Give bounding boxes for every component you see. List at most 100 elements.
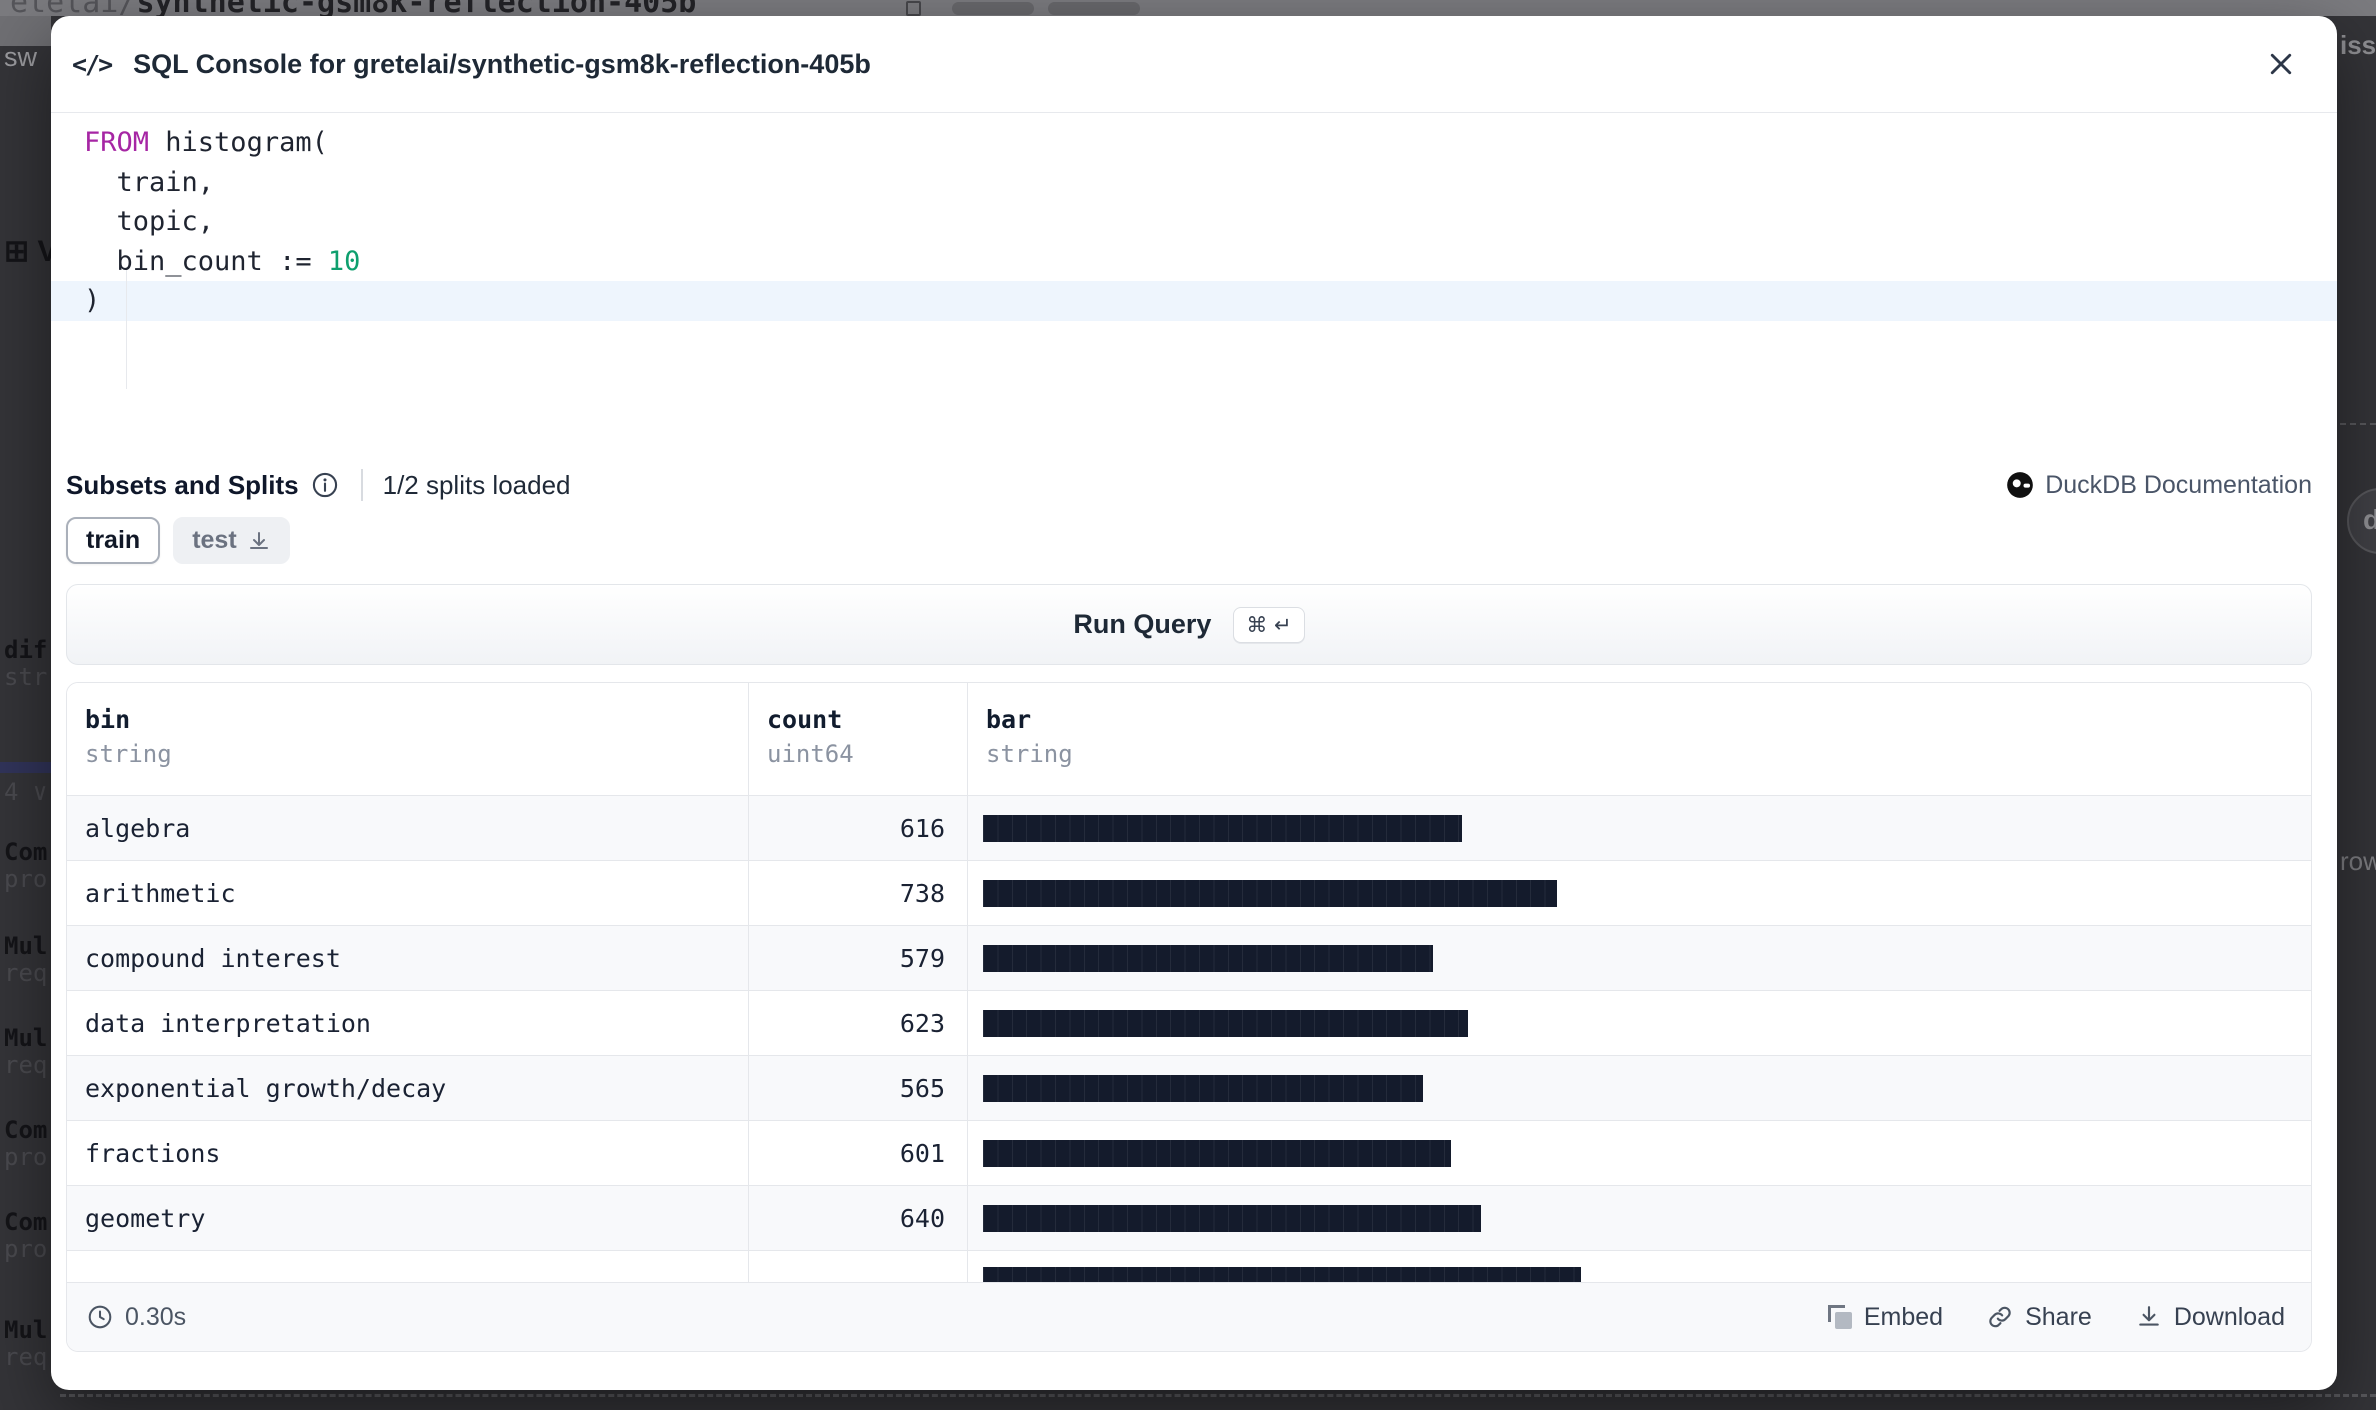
table-row: exponential growth/decay 565 [67,1056,2311,1121]
cell-count: 616 [749,796,968,860]
background-text-fragment: Mul [4,1024,48,1052]
background-text-fragment: Com [4,1116,48,1144]
copy-icon [906,1,921,16]
background-dashed-divider [60,1394,2376,1397]
cell-bin [67,1251,749,1284]
cell-count [749,1251,968,1284]
background-text-fragment: Mul [4,932,48,960]
sql-console-modal: </> SQL Console for gretelai/synthetic-g… [51,16,2337,1390]
background-dashed-divider [2340,423,2376,425]
split-button-test[interactable]: test [173,517,290,564]
info-icon[interactable] [311,471,339,499]
cell-count: 579 [749,926,968,990]
query-duration: 0.30s [87,1303,186,1332]
footer-actions: Embed Share Download [1827,1303,2285,1332]
code-line: FROM histogram( [84,127,328,158]
code-line: train, [84,166,215,198]
share-link-icon [1989,1306,2011,1328]
cell-count: 640 [749,1186,968,1250]
background-dataset-owner: etelai/ [10,0,136,16]
cell-bar [968,926,2311,990]
histogram-bar [983,1009,1468,1037]
results-table[interactable]: bin string count uint64 bar string algeb… [66,682,2312,1352]
cell-bar [968,1121,2311,1185]
background-text-fragment: Mul [4,1316,48,1344]
cell-bar [968,1186,2311,1250]
background-selected-row-sliver [0,762,51,773]
cell-bar [968,1056,2311,1120]
background-text-fragment: dif [4,636,48,664]
histogram-bar [983,1139,1451,1167]
vertical-divider [360,469,363,501]
histogram-bar [983,944,1433,972]
background-text-fragment: row [2340,846,2376,876]
duckdb-logo-icon [2007,472,2034,498]
code-line-active: ) [51,281,2337,321]
cell-count: 565 [749,1056,968,1120]
background-text-fragment: Com [4,1208,48,1236]
column-header-bar: bar string [986,705,1073,768]
download-button[interactable]: Download [2136,1303,2285,1332]
cell-count: 738 [749,861,968,925]
background-text-fragment: req [4,1343,48,1371]
cell-bin: algebra [67,796,749,860]
background-text-fragment: req [4,959,48,987]
run-query-button[interactable]: Run Query ⌘ ↵ [66,584,2312,665]
histogram-bar [983,1074,1423,1102]
code-icon: </> [72,49,113,79]
column-header-bin: bin string [67,683,749,795]
subsets-heading: Subsets and Splits [66,469,299,500]
indent-guide [126,270,127,389]
split-selector: train test [66,517,290,564]
share-button[interactable]: Share [1987,1303,2092,1332]
cell-bin: compound interest [67,926,749,990]
results-footer: 0.30s Embed Share Download [67,1282,2311,1351]
table-header-row: bin string count uint64 bar string [67,683,2311,796]
clock-icon [88,1305,112,1329]
modal-title: SQL Console for gretelai/synthetic-gsm8k… [133,48,871,79]
embed-icon [1827,1305,1852,1329]
background-text-fragment: pro [4,1235,48,1263]
background-text-fragment: 4 ∨ [4,778,48,806]
cell-bin: data interpretation [67,991,749,1055]
background-text-fragment: Com [4,838,48,866]
background-pill-button [952,2,1034,15]
modal-header: </> SQL Console for gretelai/synthetic-g… [51,16,2337,113]
background-text-fragment: req [4,1051,48,1079]
cell-bin: geometry [67,1186,749,1250]
keyboard-shortcut-badge: ⌘ ↵ [1233,606,1305,643]
close-icon [2270,53,2292,75]
close-button[interactable] [2261,44,2301,84]
background-text-fragment: pro [4,865,48,893]
table-row: compound interest 579 [67,926,2311,991]
split-button-train[interactable]: train [66,517,161,564]
cell-bar [968,1251,2311,1284]
cell-bin: arithmetic [67,861,749,925]
background-text-fragment: str [4,663,48,691]
cell-count: 623 [749,991,968,1055]
table-row: geometry 640 [67,1186,2311,1251]
background-text-fragment: issa [2340,30,2376,60]
cell-bar [968,861,2311,925]
splits-loaded-status: 1/2 splits loaded [382,469,571,500]
embed-button[interactable]: Embed [1827,1303,1943,1332]
cell-bar [968,796,2311,860]
table-row: fractions 601 [67,1121,2311,1186]
table-row: algebra 616 [67,796,2311,861]
cell-count: 601 [749,1121,968,1185]
duckdb-documentation-link[interactable]: DuckDB Documentation [2006,471,2312,500]
background-text-fragment: sw [4,42,37,72]
background-pill-button [1048,2,1140,15]
background-page-header: etelai/synthetic-gsm8k-reflection-405b [0,0,2376,16]
table-body: algebra 616 arithmetic 738 compound inte… [67,796,2311,1284]
histogram-bar [983,1267,1581,1284]
table-row: arithmetic 738 [67,861,2311,926]
background-text-fragment: pro [4,1143,48,1171]
sql-editor[interactable]: FROM histogram( train, topic, bin_count … [51,114,2337,431]
cell-bin: fractions [67,1121,749,1185]
code-line: topic, [84,206,215,237]
column-header-count: count uint64 [749,683,968,795]
histogram-bar [983,879,1557,907]
